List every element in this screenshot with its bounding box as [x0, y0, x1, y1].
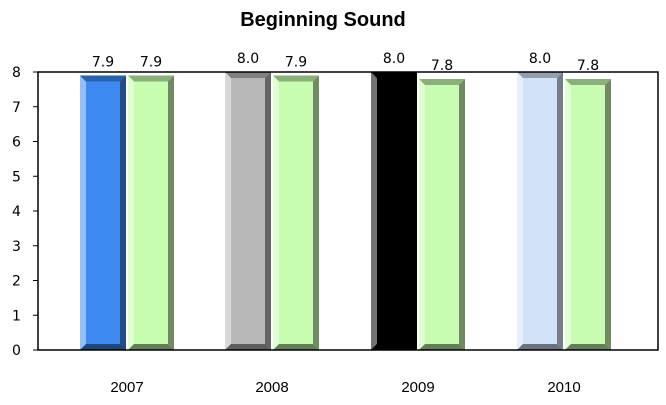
y-tick-label: 2: [12, 274, 21, 290]
bar-2010-series-1: [517, 72, 563, 350]
y-tick-label: 4: [12, 204, 21, 220]
bar-2007-series-1: [80, 75, 126, 350]
data-label-2008-series-2: 7.9: [285, 54, 307, 70]
data-label-2007-series-1: 7.9: [92, 54, 114, 70]
x-axis: 2007 2008 2009 2010: [110, 379, 580, 396]
y-axis: 0 1 2 3 4 5 6 7 8: [12, 65, 38, 359]
bar-2009-series-1: [371, 72, 417, 350]
x-category-label: 2010: [547, 379, 580, 396]
bar-2008-series-1: [225, 72, 271, 350]
plot-area-frame: [37, 71, 659, 351]
x-category-label: 2008: [255, 379, 288, 396]
data-label-2010-series-2: 7.8: [577, 58, 599, 74]
y-tick-label: 6: [12, 135, 21, 151]
x-category-label: 2009: [401, 379, 434, 396]
bars: [80, 72, 611, 350]
y-tick-label: 5: [12, 169, 21, 185]
data-label-2008-series-1: 8.0: [237, 51, 259, 67]
data-label-2010-series-1: 8.0: [529, 51, 551, 67]
chart-title: Beginning Sound: [240, 9, 406, 31]
bar-2010-series-2: [565, 78, 611, 350]
data-label-2009-series-2: 7.8: [431, 58, 453, 74]
data-labels: 7.9 7.9 8.0 7.9 8.0 7.8 8.0 7.8: [92, 51, 599, 74]
bar-2008-series-2: [273, 75, 319, 350]
bar-2007-series-2: [128, 75, 174, 350]
y-tick-label: 8: [12, 65, 21, 81]
y-tick-label: 7: [12, 100, 21, 116]
bar-2009-series-2: [419, 78, 465, 350]
data-label-2009-series-1: 8.0: [383, 51, 405, 67]
y-tick-label: 3: [12, 239, 21, 255]
data-label-2007-series-2: 7.9: [140, 54, 162, 70]
y-tick-label: 1: [12, 308, 21, 324]
x-category-label: 2007: [110, 379, 143, 396]
y-tick-label: 0: [12, 343, 21, 359]
